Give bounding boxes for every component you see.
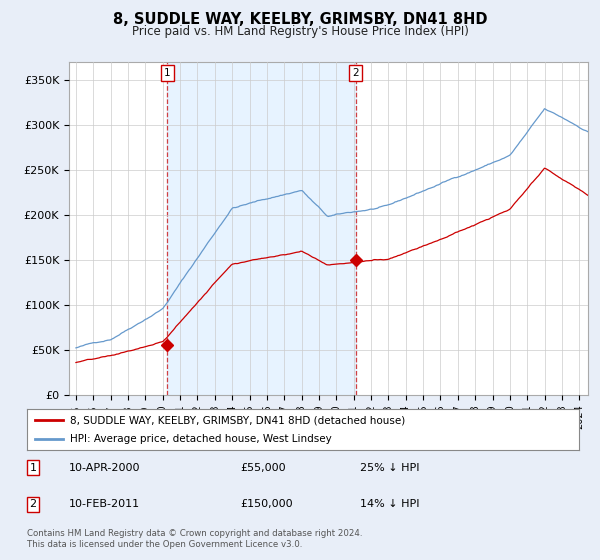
Text: £150,000: £150,000 [240, 500, 293, 509]
Text: 8, SUDDLE WAY, KEELBY, GRIMSBY, DN41 8HD (detached house): 8, SUDDLE WAY, KEELBY, GRIMSBY, DN41 8HD… [70, 416, 406, 425]
Text: Contains HM Land Registry data © Crown copyright and database right 2024.
This d: Contains HM Land Registry data © Crown c… [27, 529, 362, 549]
Text: 10-APR-2000: 10-APR-2000 [69, 463, 140, 473]
Text: 10-FEB-2011: 10-FEB-2011 [69, 500, 140, 509]
Text: 2: 2 [29, 500, 37, 509]
Text: 1: 1 [29, 463, 37, 473]
Bar [167, 62, 356, 395]
Text: 25% ↓ HPI: 25% ↓ HPI [360, 463, 419, 473]
Text: 8, SUDDLE WAY, KEELBY, GRIMSBY, DN41 8HD: 8, SUDDLE WAY, KEELBY, GRIMSBY, DN41 8HD [113, 12, 487, 27]
Text: Price paid vs. HM Land Registry's House Price Index (HPI): Price paid vs. HM Land Registry's House … [131, 25, 469, 38]
Text: HPI: Average price, detached house, West Lindsey: HPI: Average price, detached house, West… [70, 434, 332, 444]
Text: 14% ↓ HPI: 14% ↓ HPI [360, 500, 419, 509]
Text: 1: 1 [164, 68, 171, 78]
Text: £55,000: £55,000 [240, 463, 286, 473]
Text: 2: 2 [352, 68, 359, 78]
